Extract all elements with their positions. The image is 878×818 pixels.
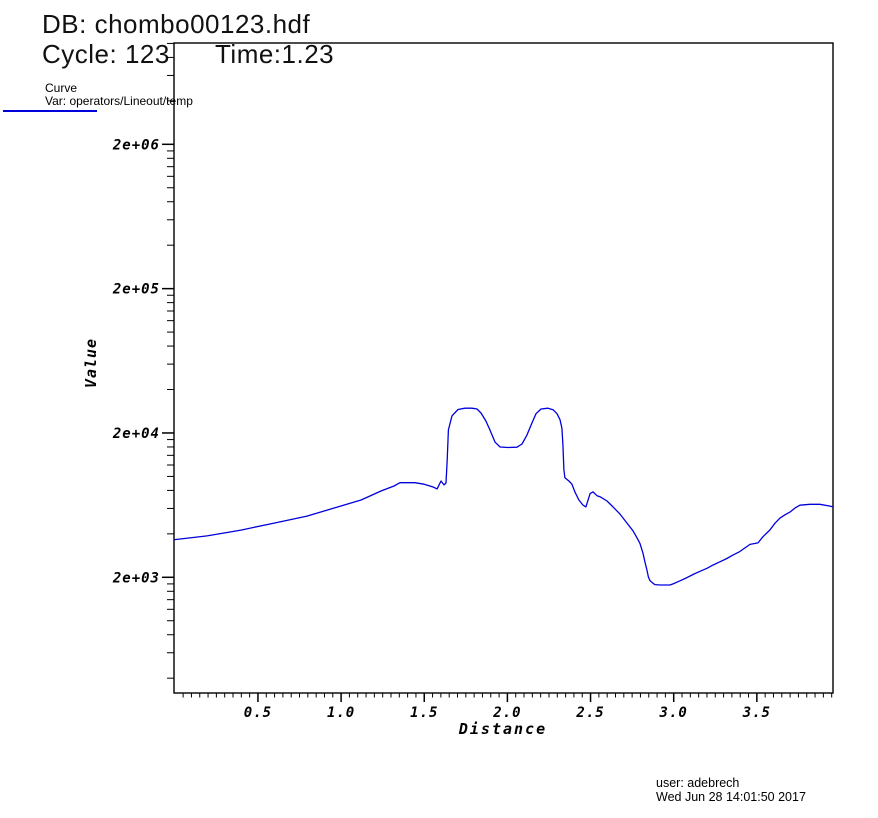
plot-border: [173, 42, 834, 694]
y-axis-title: Value: [82, 337, 100, 389]
legend-title: Curve: [45, 81, 78, 95]
x-tick-label: 1.5: [410, 705, 438, 721]
time-label: Time:1.23: [215, 39, 335, 69]
y-tick-label: 2e+04: [112, 426, 160, 442]
x-tick-label: 2.5: [575, 705, 604, 721]
database-title: DB: chombo00123.hdf: [42, 9, 311, 39]
x-tick-label: 2.0: [492, 705, 521, 721]
temp-curve: [174, 407, 834, 586]
y-tick-label: 2e+03: [112, 570, 160, 586]
y-tick-label: 2e+06: [112, 137, 160, 153]
cycle-label: Cycle: 123: [42, 39, 170, 69]
y-tick-label: 2e+05: [112, 282, 160, 298]
x-axis-title: Distance: [458, 720, 548, 738]
date-line: Wed Jun 28 14:01:50 2017: [656, 790, 806, 804]
legend-var-label: Var: operators/Lineout/temp: [45, 94, 193, 108]
x-tick-label: 3.5: [742, 705, 771, 721]
x-tick-label: 1.0: [327, 705, 355, 721]
x-tick-label: 3.0: [659, 705, 688, 721]
user-line: user: adebrech: [656, 776, 740, 790]
legend-curve-swatch: [3, 110, 97, 112]
x-tick-label: 0.5: [244, 705, 272, 721]
